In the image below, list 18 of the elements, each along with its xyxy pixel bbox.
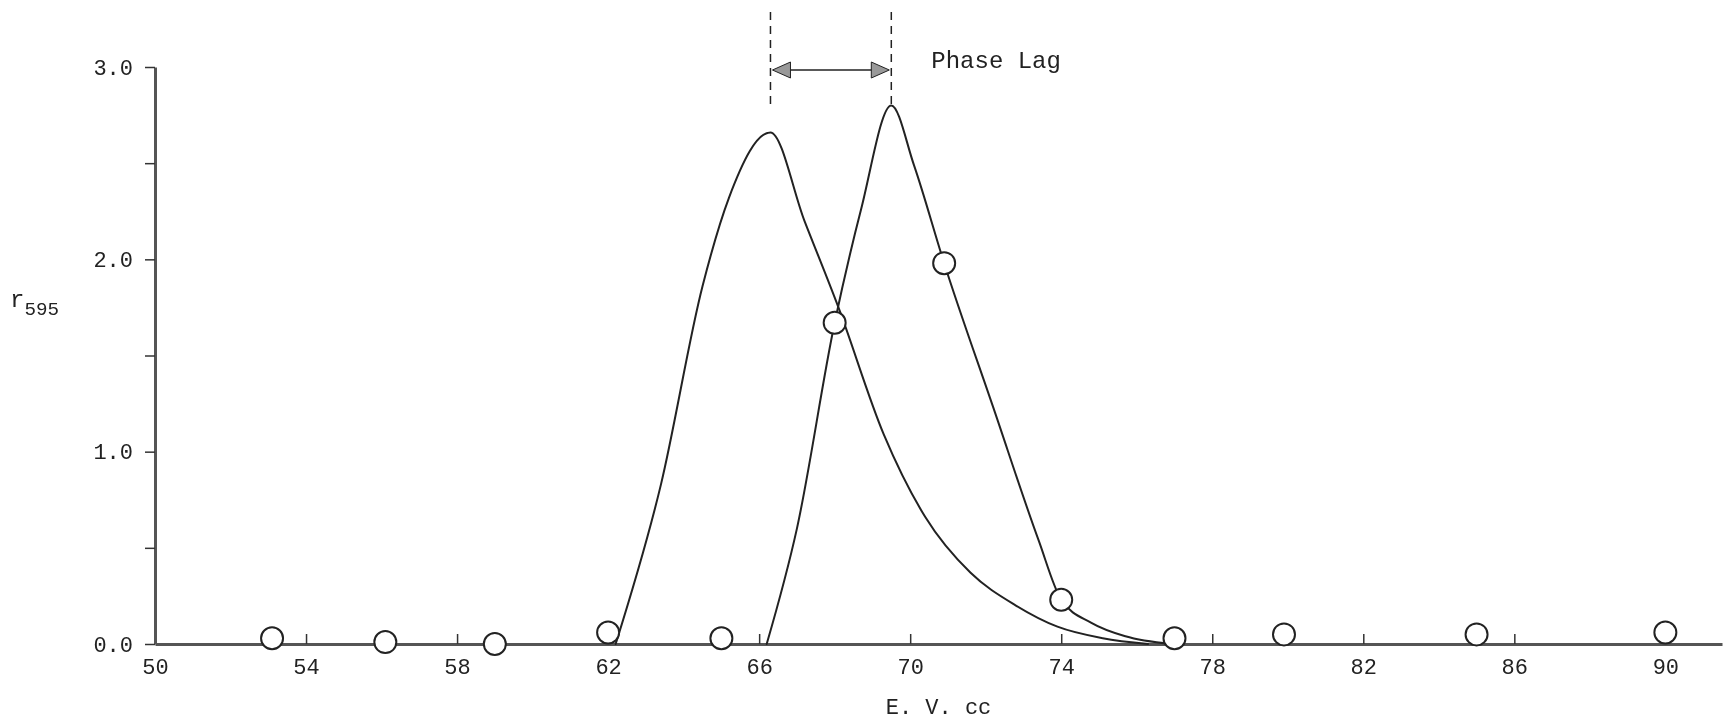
x-tick-label: 66: [746, 655, 773, 681]
x-tick-label: 54: [293, 655, 320, 681]
x-tick-label: 70: [897, 655, 924, 681]
y-tick-label: 0.0: [93, 633, 133, 659]
x-tick-label: 86: [1501, 655, 1529, 681]
y-tick-label: 2.0: [93, 248, 133, 274]
x-tick-label: 90: [1652, 655, 1680, 681]
x-tick-label: 82: [1350, 655, 1377, 681]
annotation: Phase Lag: [931, 48, 1061, 75]
y-tick-label: 1.0: [93, 441, 133, 467]
y-tick-label: 3.0: [93, 56, 133, 82]
x-tick-label: 50: [142, 655, 169, 681]
y-axis-title: r$_{595}$: [10, 287, 59, 322]
x-tick-label: 62: [595, 655, 622, 681]
x-tick-label: 58: [444, 655, 471, 681]
x-tick-label: 78: [1199, 655, 1226, 681]
x-axis-title: E. V. cc: [885, 696, 992, 721]
x-tick-label: 74: [1048, 655, 1075, 681]
